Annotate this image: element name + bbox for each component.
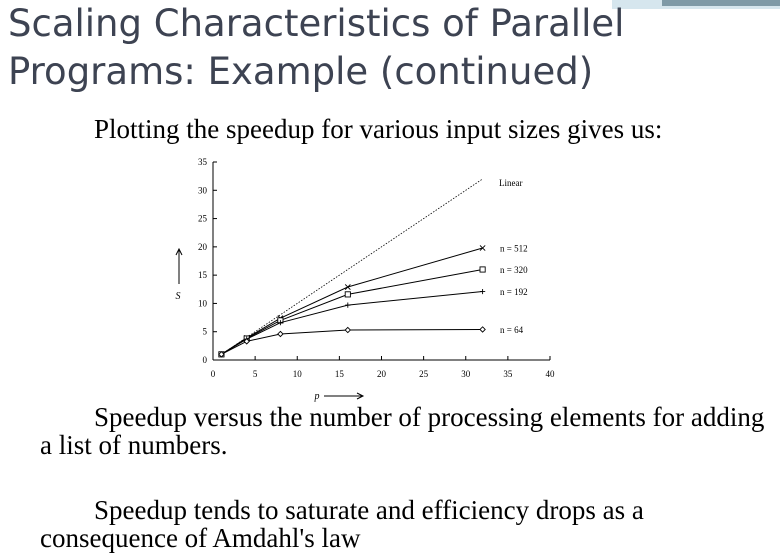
series-label-0: Linear — [499, 178, 522, 188]
y-tick-label: 25 — [198, 214, 208, 224]
y-tick-label: 15 — [198, 270, 208, 280]
y-tick-label: 5 — [203, 327, 208, 337]
y-tick-label: 10 — [198, 298, 208, 308]
series-line-3 — [221, 291, 483, 355]
y-axis-arrow-head — [175, 247, 183, 256]
y-tick-label: 0 — [203, 355, 208, 365]
x-tick-label: 0 — [211, 369, 216, 379]
intro-text: Plotting the speedup for various input s… — [94, 114, 663, 144]
data-point-square-marker — [344, 291, 351, 298]
data-point-x-marker — [479, 245, 486, 251]
series-label-4: n = 64 — [500, 325, 524, 335]
data-point-plus-marker — [345, 302, 351, 308]
series-label-3: n = 192 — [500, 287, 528, 297]
x-tick-label: 25 — [419, 369, 429, 379]
y-tick-label: 30 — [198, 185, 208, 195]
data-point-plus-marker — [480, 288, 486, 295]
data-point-diamond-marker — [218, 351, 225, 358]
speedup-chart: 0 5 10 15 20 25 30 35 40 0 5 10 15 20 25 30 35 Sp Linear n … — [175, 157, 556, 402]
data-point-diamond-marker — [277, 330, 284, 338]
data-point-diamond-marker — [243, 338, 250, 345]
x-tick-label: 5 — [253, 369, 258, 379]
data-point-plus-marker — [277, 320, 283, 326]
x-tick-label: 30 — [461, 369, 471, 379]
x-tick-label: 15 — [335, 369, 345, 379]
slide-title: Scaling Characteristics of Parallel Prog… — [8, 0, 698, 96]
x-axis-arrow-head — [356, 392, 365, 400]
x-tick-label: 40 — [546, 369, 556, 379]
data-point-square-marker — [479, 266, 486, 273]
slide-title-line1: Scaling Characteristics of Parallel — [8, 2, 625, 45]
header-accent-bar-dark — [662, 0, 780, 6]
x-tick-label: 35 — [503, 369, 513, 379]
conclusion-text: Speedup tends to saturate and efficiency… — [40, 495, 644, 553]
x-tick-label: 10 — [293, 369, 303, 379]
y-tick-label: 35 — [198, 157, 208, 167]
figure-caption: Speedup versus the number of processing … — [40, 402, 765, 460]
series-line-0 — [221, 178, 483, 355]
data-point-diamond-marker — [344, 326, 352, 334]
y-axis-label: S — [176, 291, 181, 302]
series-label-1: n = 512 — [500, 243, 528, 253]
y-tick-label: 20 — [198, 242, 208, 252]
data-point-diamond-marker — [479, 326, 486, 333]
series-label-2: n = 320 — [500, 265, 528, 275]
x-axis-label: p — [314, 391, 320, 402]
series-line-2 — [221, 268, 483, 355]
slide-title-line2: Programs: Example (continued) — [8, 50, 594, 93]
data-point-x-marker — [344, 284, 351, 290]
series-line-4 — [221, 328, 483, 355]
x-tick-label: 20 — [377, 369, 387, 379]
